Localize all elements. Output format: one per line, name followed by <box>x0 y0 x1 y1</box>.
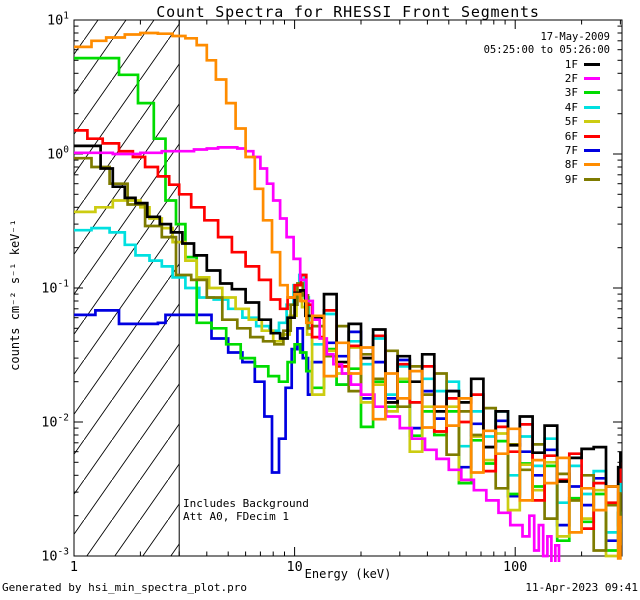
legend-item-8F: 8F <box>565 158 600 172</box>
legend-swatch <box>584 77 600 81</box>
series-1F <box>74 144 622 488</box>
legend-swatch <box>584 105 600 109</box>
legend-label: 2F <box>564 72 578 86</box>
attenuator-annotation: Att A0, FDecim 1 <box>183 509 289 523</box>
legend-label: 6F <box>564 129 578 143</box>
svg-text:10: 10 <box>286 559 302 575</box>
background-annotation: Includes Background <box>183 497 309 510</box>
legend-swatch <box>584 62 600 66</box>
observation-date: 17-May-2009 <box>540 31 610 43</box>
legend-item-4F: 4F <box>565 100 600 114</box>
y-tick-labels: 101 100 10-1 10-2 10-3 <box>41 11 69 565</box>
legend-swatch <box>584 163 600 167</box>
legend-item-1F: 1F <box>565 57 600 71</box>
legend-swatch <box>584 149 600 153</box>
legend-item-5F: 5F <box>565 115 600 129</box>
observation-block: 17-May-2009 05:25:00 to 05:26:00 <box>484 31 610 57</box>
legend-swatch <box>584 134 600 138</box>
legend-swatch <box>584 91 600 95</box>
legend-item-3F: 3F <box>565 86 600 100</box>
series-2F <box>74 146 561 562</box>
spectra-curves <box>74 31 622 562</box>
x-tick-labels: 1 10 100 <box>70 559 527 575</box>
y-axis-label: counts cm⁻² s⁻¹ keV⁻¹ <box>8 219 22 371</box>
legend-item-9F: 9F <box>565 172 600 186</box>
legend: 1F 2F 3F 4F 5F 6F 7F 8F 9F <box>565 57 600 187</box>
legend-label: 9F <box>564 172 578 186</box>
legend-item-6F: 6F <box>565 129 600 143</box>
legend-item-2F: 2F <box>565 71 600 85</box>
svg-text:10-2: 10-2 <box>41 413 69 431</box>
observation-time-range: 05:25:00 to 05:26:00 <box>483 44 610 56</box>
svg-text:10-1: 10-1 <box>41 279 69 297</box>
plot-title: Count Spectra for RHESSI Front Segments <box>156 3 540 21</box>
svg-text:101: 101 <box>47 11 69 29</box>
legend-label: 1F <box>564 57 578 71</box>
legend-label: 3F <box>564 86 578 100</box>
legend-swatch <box>584 120 600 124</box>
svg-text:100: 100 <box>503 559 527 575</box>
hatch-region <box>74 20 180 556</box>
legend-label: 5F <box>564 115 578 129</box>
footer-timestamp: 11-Apr-2023 09:41 <box>525 581 638 594</box>
x-ticks <box>73 20 621 556</box>
x-axis-label: Energy (keV) <box>304 567 392 581</box>
svg-text:1: 1 <box>70 559 78 575</box>
series-8F <box>74 31 622 560</box>
legend-swatch <box>584 177 600 181</box>
footer-generated-by: Generated by hsi_min_spectra_plot.pro <box>2 581 248 594</box>
svg-text:10-3: 10-3 <box>41 547 69 565</box>
axis-frame <box>73 19 623 557</box>
legend-item-7F: 7F <box>565 143 600 157</box>
legend-label: 7F <box>564 144 578 158</box>
legend-label: 8F <box>564 158 578 172</box>
legend-label: 4F <box>564 100 578 114</box>
plot-annotations: Includes Background Att A0, FDecim 1 <box>183 497 309 523</box>
svg-text:100: 100 <box>47 145 69 163</box>
